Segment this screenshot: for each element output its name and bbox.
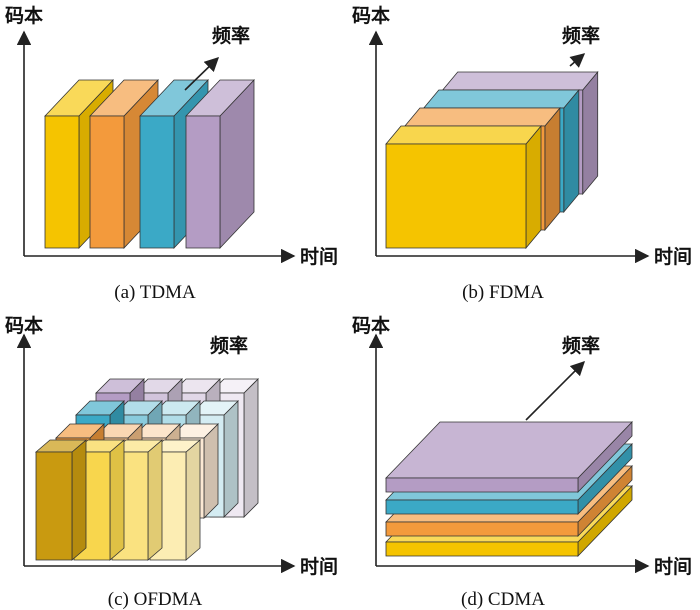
panel-ofdma: 码本 时间 频率 (c) OFDMA xyxy=(5,314,338,610)
fdma-blocks xyxy=(385,70,599,250)
panel-fdma: 码本 时间 频率 (b) FDMA xyxy=(352,4,692,303)
tdma-slot-3-front-face xyxy=(139,115,175,249)
cdma-plate-2-front-face xyxy=(385,521,579,537)
tdma-slot-4 xyxy=(185,78,255,250)
freq-axis-label-c: 频率 xyxy=(210,334,248,357)
ofdma-block-r4-c2-side-face xyxy=(109,439,125,561)
panel-cdma: 码本 时间 频率 (d) CDMA xyxy=(352,314,692,610)
fdma-band-2-side-face xyxy=(544,106,561,232)
fdma-band-4-top-face xyxy=(441,71,599,91)
ofdma-block-r4-c1 xyxy=(34,439,88,561)
cdma-plate-4-front-face xyxy=(385,477,579,493)
freq-axis-d xyxy=(525,360,586,421)
code-axis-label-d: 码本 xyxy=(352,314,390,337)
fdma-band-3-side-face xyxy=(563,88,580,214)
fdma-band-4-side-face xyxy=(582,70,599,196)
cdma-blocks xyxy=(385,421,633,557)
code-axis-label-b: 码本 xyxy=(352,4,390,27)
cdma-plate-4 xyxy=(385,421,633,493)
ofdma-block-r4-c1-side-face xyxy=(71,439,87,561)
ofdma-block-r1-c4-side-face xyxy=(243,378,259,518)
tdma-slot-1-front-face xyxy=(44,115,80,249)
caption-fdma: (b) FDMA xyxy=(462,282,544,303)
time-axis-label-b: 时间 xyxy=(654,246,692,268)
freq-axis-label-d: 频率 xyxy=(562,334,600,357)
fdma-band-1-top-face xyxy=(385,125,542,145)
ofdma-blocks xyxy=(34,378,259,561)
ofdma-block-r3-c4-side-face xyxy=(203,423,219,519)
ofdma-block-r2-c4-side-face xyxy=(223,400,239,518)
cdma-plate-3-front-face xyxy=(385,499,579,515)
tdma-slot-4-front-face xyxy=(185,115,221,249)
caption-tdma: (a) TDMA xyxy=(114,282,196,303)
tdma-slot-2-front-face xyxy=(89,115,125,249)
fdma-band-1-side-face xyxy=(525,124,542,250)
ofdma-block-r4-c3-side-face xyxy=(147,439,163,561)
code-axis-label-a: 码本 xyxy=(5,4,43,27)
cdma-plate-1-front-face xyxy=(385,541,579,557)
fdma-band-1 xyxy=(385,124,542,250)
caption-ofdma: (c) OFDMA xyxy=(108,589,203,610)
panel-tdma: 码本 时间 频率 (a) TDMA xyxy=(5,4,338,303)
ofdma-block-r4-c1-front-face xyxy=(35,451,73,561)
time-axis-label-d: 时间 xyxy=(654,556,692,578)
fdma-band-3-top-face xyxy=(422,89,580,109)
fdma-band-2-top-face xyxy=(404,107,561,127)
ofdma-block-r4-c4-side-face xyxy=(185,439,201,561)
freq-axis-label-a: 频率 xyxy=(212,24,250,47)
fdma-band-1-front-face xyxy=(385,143,527,249)
time-axis-label-c: 时间 xyxy=(300,556,338,578)
tdma-blocks xyxy=(44,78,255,250)
freq-axis-label-b: 频率 xyxy=(562,24,600,47)
code-axis-label-c: 码本 xyxy=(5,314,43,337)
caption-cdma: (d) CDMA xyxy=(461,589,545,610)
freq-axis-a xyxy=(184,56,220,91)
freq-axis-b xyxy=(569,53,586,68)
time-axis-label-a: 时间 xyxy=(300,246,338,268)
